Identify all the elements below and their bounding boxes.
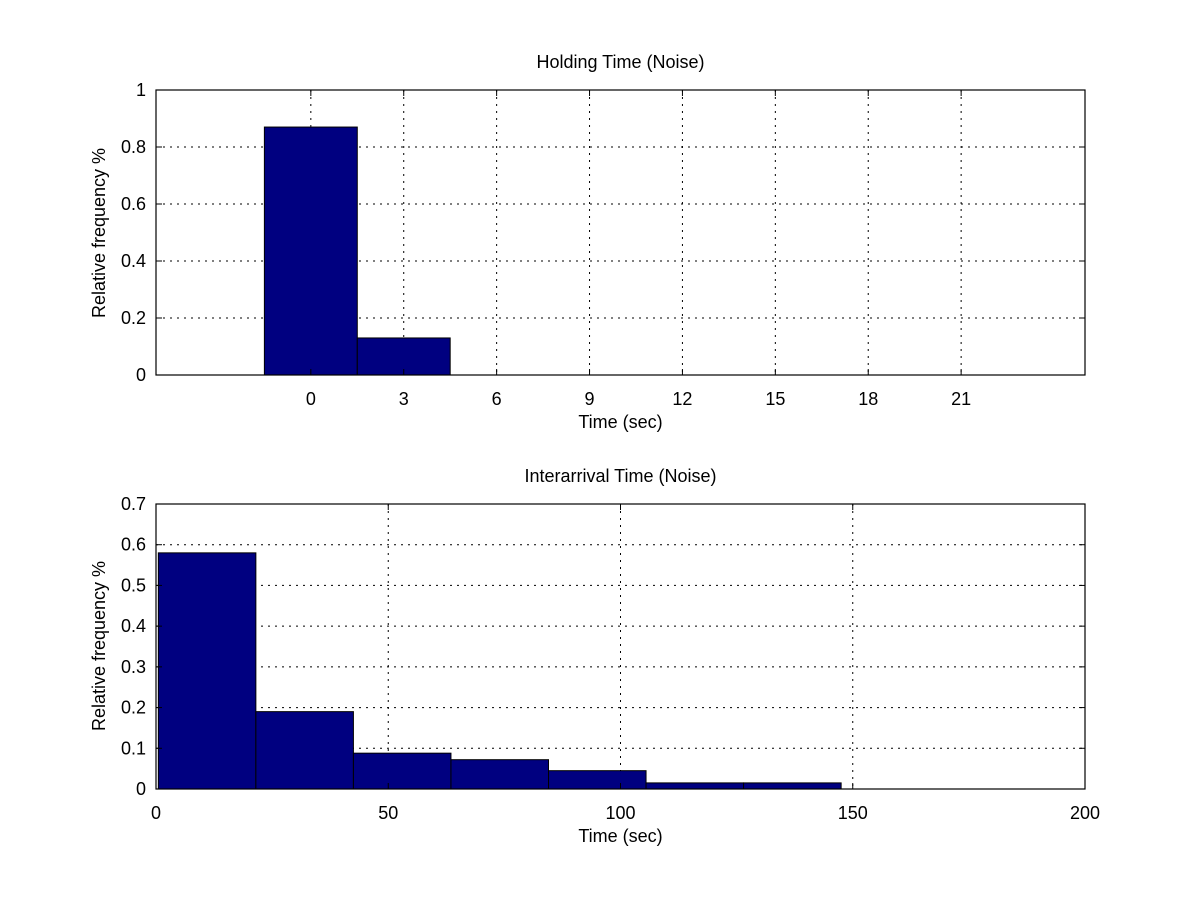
subplot-2-y-axis-label: Relative frequency % [89,561,109,731]
subplot-interarrival-time: Interarrival Time (Noise) 0 50 100 150 20000… [89,466,1100,846]
histogram-bar [450,759,550,790]
histogram-bar [356,337,451,376]
y-tick-label: 1 [136,80,146,100]
x-tick-label: 12 [672,389,692,409]
subplot-1-x-axis-label: Time (sec) [578,412,662,432]
x-tick-label: 150 [838,803,868,823]
y-tick-label: 0.2 [121,698,146,718]
x-tick-label: 200 [1070,803,1100,823]
x-tick-label: 50 [378,803,398,823]
x-tick-label: 0 [151,803,161,823]
subplot-2-x-axis-label: Time (sec) [578,826,662,846]
subplot-1-plot-area: 0 3 6 9 12 15 18 21 0 0.2 0.4 0.6 0.8 1 [121,80,1086,409]
y-tick-label: 0.1 [121,738,146,758]
subplot-1-y-axis-label: Relative frequency % [89,148,109,318]
x-tick-label: 18 [858,389,878,409]
y-tick-label: 0.6 [121,535,146,555]
subplot-2-plot-area: 0 50 100 150 200 0 0.1 0.2 0.3 0.4 0.5 0.6 0.7 [121,494,1100,823]
y-tick-label: 0.3 [121,657,146,677]
x-tick-label: 9 [585,389,595,409]
histogram-bar [157,552,257,790]
x-tick-label: 3 [399,389,409,409]
subplot-2-title: Interarrival Time (Noise) [524,466,716,486]
histogram-bar [255,711,354,790]
x-tick-label: 21 [951,389,971,409]
y-tick-label: 0 [136,779,146,799]
y-tick-label: 0.2 [121,308,146,328]
subplot-holding-time: Holding Time (Noise) 0 3 6 9 12 15 18 21 0 0.2 0.4… [89,52,1086,432]
axes-frame [155,89,1086,376]
x-tick-label: 6 [492,389,502,409]
y-tick-label: 0.5 [121,575,146,595]
y-tick-label: 0.8 [121,137,146,157]
subplot-1-title: Holding Time (Noise) [536,52,704,72]
x-tick-label: 100 [605,803,635,823]
y-tick-label: 0.6 [121,194,146,214]
histogram-bar [548,770,647,790]
x-tick-label: 0 [306,389,316,409]
x-tick-label: 15 [765,389,785,409]
histogram-bar [743,782,842,790]
y-tick-label: 0.7 [121,494,146,514]
y-tick-label: 0 [136,365,146,385]
y-tick-label: 0.4 [121,251,146,271]
y-tick-label: 0.4 [121,616,146,636]
histogram-bar [263,126,358,376]
histogram-bar [352,752,452,790]
histogram-bar [645,782,745,790]
